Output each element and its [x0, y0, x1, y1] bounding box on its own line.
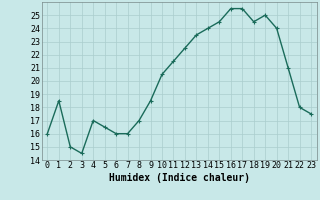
X-axis label: Humidex (Indice chaleur): Humidex (Indice chaleur) — [109, 173, 250, 183]
